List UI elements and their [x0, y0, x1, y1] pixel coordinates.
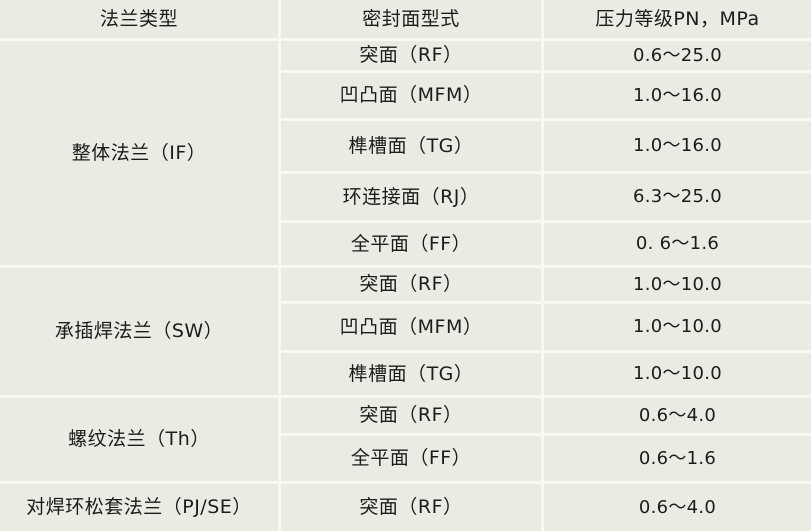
pressure-value-cell: 0.6～4.0	[544, 484, 811, 531]
seal-face-cell: 突面（RF）	[281, 41, 541, 70]
flange-type-cell-pjse: 对焊环松套法兰（PJ/SE）	[0, 484, 278, 531]
seal-face-cell: 环连接面（RJ）	[281, 174, 541, 220]
seal-face-cell: 榫槽面（TG）	[281, 353, 541, 395]
pressure-value-cell: 0. 6～1.6	[544, 223, 811, 265]
header-flange-type: 法兰类型	[0, 0, 278, 38]
pressure-value-cell: 0.6～25.0	[544, 41, 811, 70]
pressure-value-cell: 6.3～25.0	[544, 174, 811, 220]
flange-type-cell-th: 螺纹法兰（Th）	[0, 398, 278, 481]
flange-type-cell-if: 整体法兰（IF）	[0, 41, 278, 265]
pressure-value-cell: 0.6～4.0	[544, 398, 811, 433]
pressure-value-cell: 1.0～10.0	[544, 304, 811, 350]
seal-face-cell: 突面（RF）	[281, 484, 541, 531]
header-seal-face-type: 密封面型式	[281, 0, 541, 38]
pressure-value-cell: 0.6～1.6	[544, 436, 811, 481]
pressure-value-cell: 1.0～16.0	[544, 121, 811, 171]
seal-face-cell: 凹凸面（MFM）	[281, 304, 541, 350]
seal-face-cell: 突面（RF）	[281, 268, 541, 301]
pressure-value-cell: 1.0～10.0	[544, 268, 811, 301]
seal-face-cell: 榫槽面（TG）	[281, 121, 541, 171]
seal-face-cell: 突面（RF）	[281, 398, 541, 433]
seal-face-cell: 凹凸面（MFM）	[281, 73, 541, 118]
pressure-value-cell: 1.0～16.0	[544, 73, 811, 118]
header-pressure-rating: 压力等级PN，MPa	[544, 0, 811, 38]
flange-type-cell-sw: 承插焊法兰（SW）	[0, 268, 278, 395]
seal-face-cell: 全平面（FF）	[281, 223, 541, 265]
seal-face-cell: 全平面（FF）	[281, 436, 541, 481]
pressure-value-cell: 1.0～10.0	[544, 353, 811, 395]
